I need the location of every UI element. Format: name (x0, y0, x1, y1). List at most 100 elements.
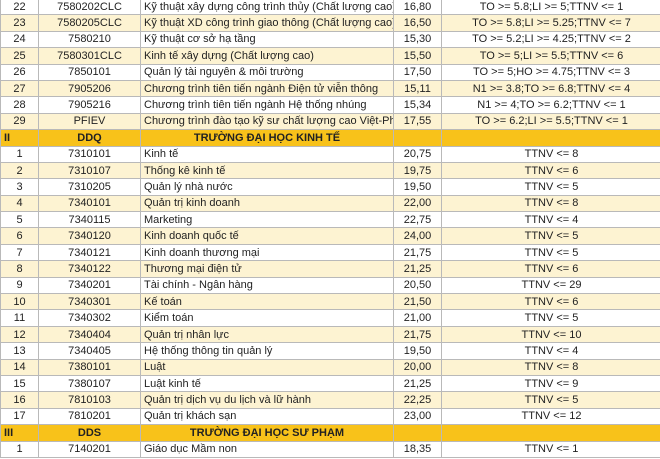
section-code: DDQ (38, 129, 141, 147)
major-code: 7905206 (38, 79, 141, 98)
score: 20,75 (393, 145, 442, 163)
major-name: Quản trị khách sạn (140, 407, 394, 426)
criteria: TTNV <= 1 (441, 440, 660, 458)
major-name: Chương trình tiên tiến ngành Hệ thống nh… (140, 96, 394, 114)
row-number: 14 (0, 358, 39, 376)
criteria: TTNV <= 5 (441, 227, 660, 245)
criteria: TTNV <= 5 (441, 309, 660, 327)
major-code: 7380101 (38, 358, 141, 376)
criteria: TTNV <= 12 (441, 407, 660, 426)
major-name: Quản trị nhân lực (140, 325, 394, 344)
table-row: 2 7310107 Thống kê kinh tế 19,75 TTNV <= 6 (0, 161, 660, 180)
major-name: Kinh tế xây dựng (Chất lượng cao) (140, 47, 394, 65)
major-code: 7310101 (38, 145, 141, 163)
major-code: 7905216 (38, 96, 141, 114)
row-number: 26 (0, 63, 39, 81)
major-code: 7850101 (38, 63, 141, 81)
table-row: 12 7340404 Quản trị nhân lực 21,75 TTNV <= 1… (0, 325, 660, 344)
criteria: N1 >= 3.8;TO >= 6.8;TTNV <= 4 (441, 79, 660, 98)
major-code: 7340302 (38, 309, 141, 327)
major-name: Kinh doanh thương mại (140, 243, 394, 262)
table-row: 7 7340121 Kinh doanh thương mại 21,75 TTNV <… (0, 243, 660, 262)
major-code: 7810201 (38, 407, 141, 426)
major-code: PFIEV (38, 112, 141, 131)
row-number: 10 (0, 293, 39, 311)
criteria: TO >= 5;HO >= 4.75;TTNV <= 3 (441, 63, 660, 81)
row-number: 8 (0, 260, 39, 278)
criteria: TTNV <= 5 (441, 243, 660, 262)
score: 21,25 (393, 260, 442, 278)
major-name: Chương trình tiên tiến ngành Điện tử viễ… (140, 79, 394, 98)
row-number: 28 (0, 96, 39, 114)
major-name: Hệ thống thông tin quản lý (140, 342, 394, 360)
major-code: 7340122 (38, 260, 141, 278)
empty-cell (441, 424, 660, 442)
row-number: 4 (0, 194, 39, 213)
major-name: Kiểm toán (140, 309, 394, 327)
row-number: 17 (0, 407, 39, 426)
table-row: 11 7340302 Kiểm toán 21,00 TTNV <= 5 (0, 309, 660, 327)
major-name: Quản trị dịch vụ du lịch và lữ hành (140, 391, 394, 409)
row-number: 1 (0, 145, 39, 163)
major-name: Marketing (140, 211, 394, 229)
score: 19,50 (393, 178, 442, 196)
score: 21,25 (393, 374, 442, 393)
table-row: 23 7580205CLC Kỹ thuật XD công trình giao … (0, 14, 660, 32)
score: 22,00 (393, 194, 442, 213)
score: 20,00 (393, 358, 442, 376)
criteria: TTNV <= 6 (441, 161, 660, 180)
table-row: 9 7340201 Tài chính - Ngân hàng 20,50 TTNV <… (0, 276, 660, 295)
table-row: 24 7580210 Kỹ thuật cơ sở hạ tầng 15,30 TO >… (0, 30, 660, 49)
major-name: Quản trị kinh doanh (140, 194, 394, 213)
section-code: DDS (38, 424, 141, 442)
major-name: Thống kê kinh tế (140, 161, 394, 180)
section-number: III (0, 424, 39, 442)
row-number: 25 (0, 47, 39, 65)
major-code: 7580202CLC (38, 0, 141, 16)
criteria: TTNV <= 8 (441, 358, 660, 376)
table-row: 1 7310101 Kinh tế 20,75 TTNV <= 8 (0, 145, 660, 163)
row-number: 3 (0, 178, 39, 196)
score: 22,25 (393, 391, 442, 409)
row-number: 11 (0, 309, 39, 327)
major-code: 7340101 (38, 194, 141, 213)
criteria: TO >= 5.2;LI >= 4.25;TTNV <= 2 (441, 30, 660, 49)
table-row: 25 7580301CLC Kinh tế xây dựng (Chất lượng… (0, 47, 660, 65)
major-code: 7140201 (38, 440, 141, 458)
major-code: 7380107 (38, 374, 141, 393)
major-code: 7340120 (38, 227, 141, 245)
score: 22,75 (393, 211, 442, 229)
major-code: 7340404 (38, 325, 141, 344)
major-code: 7340201 (38, 276, 141, 295)
criteria: TO >= 5.8;LI >= 5;TTNV <= 1 (441, 0, 660, 16)
table-row: II DDQ TRƯỜNG ĐẠI HỌC KINH TẾ (0, 129, 660, 147)
major-code: 7310107 (38, 161, 141, 180)
row-number: 7 (0, 243, 39, 262)
major-name: Luật (140, 358, 394, 376)
major-name: Kế toán (140, 293, 394, 311)
score: 15,34 (393, 96, 442, 114)
criteria: N1 >= 4;TO >= 6.2;TTNV <= 1 (441, 96, 660, 114)
score: 21,75 (393, 243, 442, 262)
criteria: TTNV <= 9 (441, 374, 660, 393)
row-number: 2 (0, 161, 39, 180)
criteria: TTNV <= 4 (441, 211, 660, 229)
criteria: TO >= 5.8;LI >= 5.25;TTNV <= 7 (441, 14, 660, 32)
score: 21,75 (393, 325, 442, 344)
table-row: 1 7140201 Giáo dục Mầm non 18,35 TTNV <= 1 (0, 440, 660, 458)
criteria: TTNV <= 29 (441, 276, 660, 295)
major-name: Chương trình đào tạo kỹ sư chất lượng ca… (140, 112, 394, 131)
major-code: 7340405 (38, 342, 141, 360)
table-row: 14 7380101 Luật 20,00 TTNV <= 8 (0, 358, 660, 376)
empty-cell (393, 424, 442, 442)
criteria: TTNV <= 8 (441, 145, 660, 163)
major-name: Kỹ thuật xây dựng công trình thủy (Chất … (140, 0, 394, 16)
table-row: 26 7850101 Quản lý tài nguyên & môi trường… (0, 63, 660, 81)
table-row: III DDS TRƯỜNG ĐẠI HỌC SƯ PHẠM (0, 424, 660, 442)
major-name: Quản lý tài nguyên & môi trường (140, 63, 394, 81)
major-name: Quản lý nhà nước (140, 178, 394, 196)
score: 16,50 (393, 14, 442, 32)
major-name: Luật kinh tế (140, 374, 394, 393)
row-number: 9 (0, 276, 39, 295)
table-row: 27 7905206 Chương trình tiên tiến ngành Đi… (0, 79, 660, 98)
